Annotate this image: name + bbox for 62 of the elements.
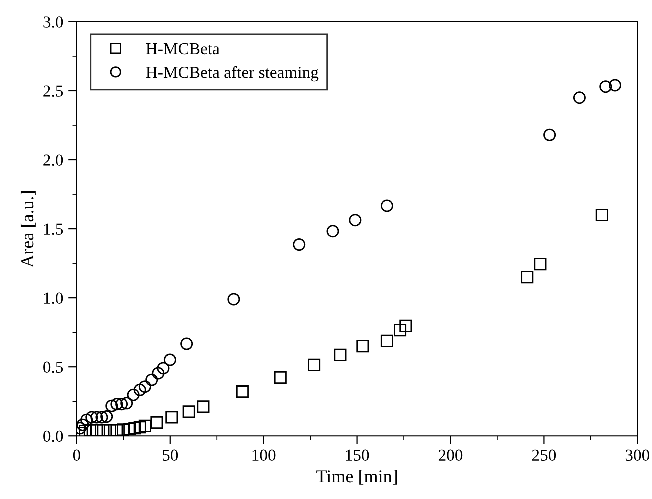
point (166, 411, 178, 424)
point (293, 238, 306, 252)
point (110, 424, 124, 436)
x-tick-label: 200 (438, 450, 463, 462)
point (182, 406, 196, 418)
y-tick-label: 1.0 (44, 292, 64, 304)
legend-label: H-MCBeta after steaming (146, 66, 319, 82)
x-tick-label: 300 (626, 450, 650, 462)
point (274, 371, 287, 384)
point (134, 384, 146, 396)
point (106, 400, 118, 412)
point (228, 293, 240, 306)
point (394, 324, 407, 337)
point (544, 128, 556, 142)
point (86, 411, 98, 424)
x-tick-label: 100 (252, 450, 276, 462)
legend-label: H-MCBeta (146, 43, 220, 55)
y-tick-label: 2.0 (44, 154, 64, 166)
point (356, 340, 370, 353)
point (197, 400, 210, 414)
point (349, 214, 362, 227)
point (157, 362, 170, 375)
x-tick-label: 150 (346, 450, 370, 462)
x-tick-label: 250 (532, 450, 556, 462)
point (573, 92, 586, 104)
y-tick-label: 1.5 (44, 224, 64, 236)
point (164, 354, 176, 366)
y-tick-label: 3.0 (44, 16, 64, 28)
x-axis-title: Time [min] (316, 470, 398, 485)
y-tick-label: 0.5 (44, 362, 64, 374)
point (380, 334, 394, 348)
point (180, 338, 194, 350)
y-tick-label: 2.5 (44, 86, 64, 98)
point (521, 271, 534, 284)
point (120, 397, 134, 410)
x-tick-label: 0 (73, 450, 80, 462)
point (534, 258, 547, 271)
x-tick-label: 50 (163, 450, 178, 462)
point (138, 420, 152, 432)
point (400, 320, 412, 332)
point (124, 422, 136, 436)
point (97, 424, 110, 436)
point (96, 411, 108, 424)
point (608, 79, 622, 92)
point (138, 380, 152, 394)
point (100, 410, 114, 424)
y-tick-label: 0.0 (44, 430, 64, 442)
point (134, 421, 146, 434)
y-axis-title: Area [a.u.] (20, 192, 36, 268)
point (150, 416, 164, 429)
point (596, 208, 608, 222)
point (600, 80, 612, 94)
point (146, 374, 158, 386)
point (236, 386, 249, 398)
point (334, 348, 347, 362)
point (110, 398, 124, 411)
point (308, 358, 321, 372)
point (152, 367, 165, 380)
point (326, 225, 340, 238)
point (380, 200, 394, 212)
point (116, 398, 128, 411)
point (127, 388, 140, 402)
